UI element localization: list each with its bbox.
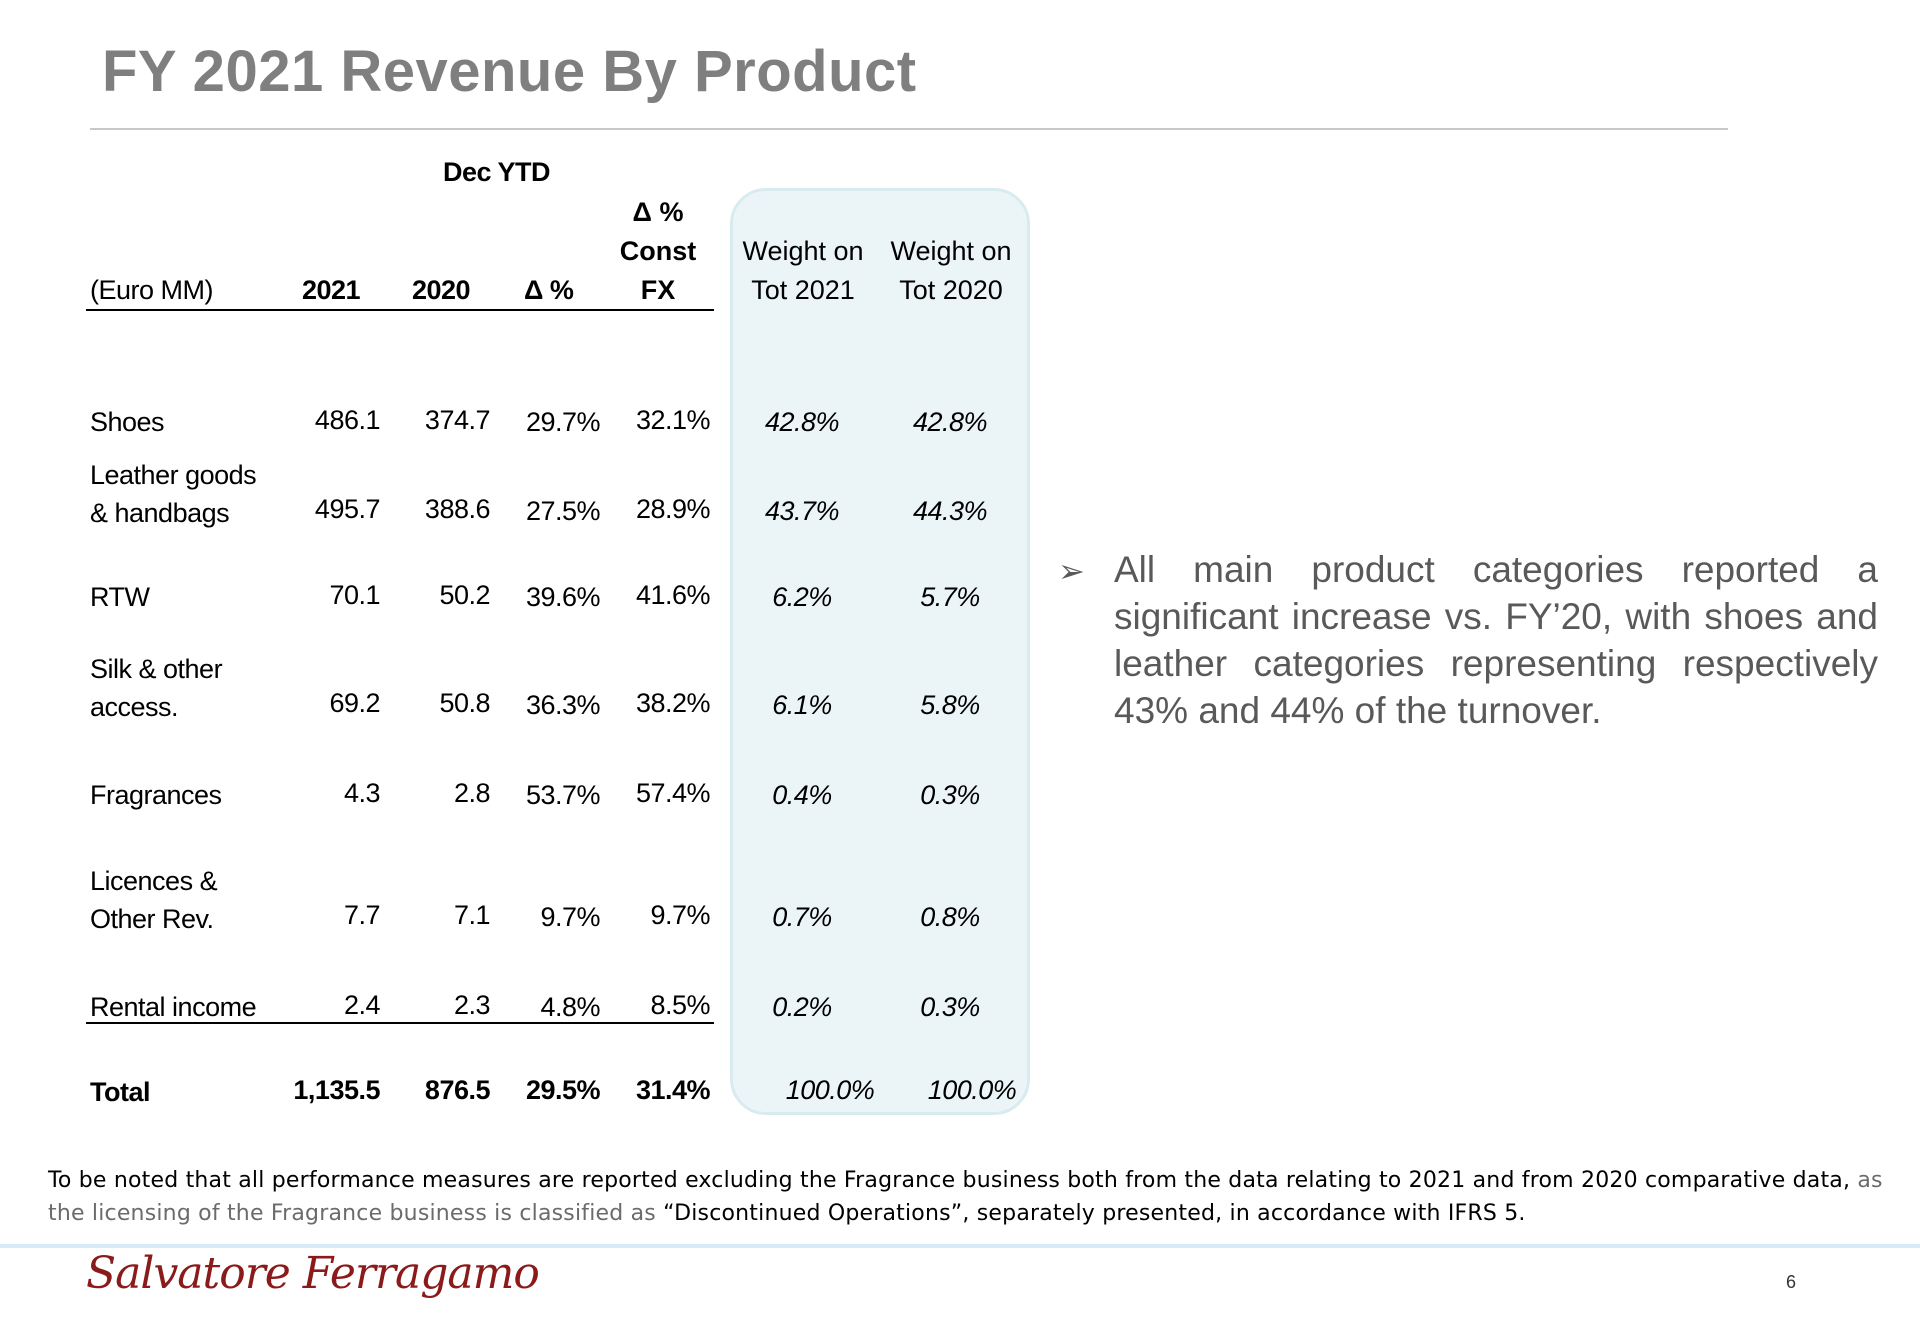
- total-label: Total: [90, 1077, 151, 1107]
- row-delta: 36.3%: [525, 690, 601, 720]
- bullet-arrow-icon: ➢: [1058, 553, 1085, 589]
- total-rule: [86, 1022, 714, 1024]
- header-2021: 2021: [302, 275, 361, 305]
- row-label: Silk & other: [90, 654, 223, 684]
- commentary-bullet: All main product categories reported a s…: [1062, 546, 1878, 734]
- row-weight-2021: 0.7%: [772, 902, 832, 932]
- total-delta: 29.5%: [525, 1075, 601, 1105]
- row-delta: 53.7%: [525, 780, 601, 810]
- row-value-2021: 69.2: [329, 688, 380, 718]
- row-delta: 4.8%: [540, 992, 600, 1022]
- row-constfx: 9.7%: [650, 900, 710, 930]
- row-delta: 39.6%: [525, 582, 601, 612]
- commentary-text: All main product categories reported a s…: [1114, 549, 1878, 731]
- row-value-2021: 4.3: [343, 778, 381, 808]
- row-value-2020: 50.2: [439, 580, 490, 610]
- row-value-2021: 486.1: [314, 405, 381, 435]
- header-delta: Δ %: [524, 275, 574, 305]
- row-weight-2020: 44.3%: [912, 496, 988, 526]
- header-rule: [86, 309, 714, 311]
- row-constfx: 32.1%: [635, 405, 711, 435]
- header-constfx-line1: Δ %: [632, 197, 684, 227]
- row-label: Rental income: [90, 992, 257, 1022]
- row-weight-2021: 6.1%: [772, 690, 832, 720]
- title-divider: [90, 128, 1728, 130]
- row-value-2020: 374.7: [424, 405, 491, 435]
- row-constfx: 8.5%: [650, 990, 710, 1020]
- page-number: 6: [1786, 1272, 1797, 1292]
- page-title: FY 2021 Revenue By Product: [102, 39, 917, 104]
- total-2021: 1,135.5: [293, 1075, 380, 1105]
- row-weight-2020: 0.8%: [920, 902, 980, 932]
- row-label: Leather goods: [90, 460, 257, 490]
- row-delta: 29.7%: [525, 407, 601, 437]
- row-delta: 27.5%: [525, 496, 601, 526]
- header-constfx-line2: Const: [619, 236, 697, 266]
- row-weight-2020: 0.3%: [920, 992, 980, 1022]
- total-weight-2020: 100.0%: [927, 1075, 1017, 1105]
- total-2020: 876.5: [424, 1075, 491, 1105]
- footnote-part3: “Discontinued Operations”, separately pr…: [655, 1201, 1526, 1226]
- header-constfx: Δ % Const FX: [612, 193, 704, 310]
- row-weight-2020: 5.8%: [920, 690, 980, 720]
- row-value-2020: 2.3: [453, 990, 491, 1020]
- unit-label: (Euro MM): [90, 275, 214, 305]
- row-constfx: 57.4%: [635, 778, 711, 808]
- header-weight-2020-line2: Tot 2020: [899, 275, 1003, 305]
- total-constfx: 31.4%: [635, 1075, 711, 1105]
- row-weight-2020: 0.3%: [920, 780, 980, 810]
- header-weight-2021-line1: Weight on: [742, 236, 864, 266]
- header-constfx-line3: FX: [640, 275, 676, 305]
- row-value-2020: 2.8: [453, 778, 491, 808]
- row-label-line2: access.: [90, 692, 179, 722]
- total-weight-2021: 100.0%: [785, 1075, 875, 1105]
- footnote-part1: To be noted that all performance measure…: [48, 1168, 1851, 1193]
- row-constfx: 38.2%: [635, 688, 711, 718]
- row-weight-2021: 0.4%: [772, 780, 832, 810]
- header-2020: 2020: [412, 275, 471, 305]
- row-constfx: 28.9%: [635, 494, 711, 524]
- group-header: Dec YTD: [443, 157, 551, 187]
- weight-columns-highlight: [730, 188, 1030, 1115]
- row-value-2021: 495.7: [314, 494, 381, 524]
- row-label: Shoes: [90, 407, 165, 437]
- row-value-2021: 2.4: [343, 990, 381, 1020]
- row-label-line2: Other Rev.: [90, 904, 214, 934]
- row-value-2021: 7.7: [343, 900, 381, 930]
- row-label: Licences &: [90, 866, 218, 896]
- row-weight-2020: 42.8%: [912, 407, 988, 437]
- row-weight-2021: 42.8%: [764, 407, 840, 437]
- row-value-2020: 388.6: [424, 494, 491, 524]
- brand-logo: Salvatore Ferragamo: [86, 1248, 540, 1299]
- footnote-part2: as the licensing of the Fragrance busine…: [48, 1168, 1883, 1226]
- row-weight-2020: 5.7%: [920, 582, 980, 612]
- row-weight-2021: 6.2%: [772, 582, 832, 612]
- footer-divider: [0, 1244, 1920, 1248]
- row-value-2020: 50.8: [439, 688, 490, 718]
- row-label: Fragrances: [90, 780, 222, 810]
- row-value-2021: 70.1: [329, 580, 380, 610]
- header-weight-2020-line1: Weight on: [890, 236, 1012, 266]
- footnote: To be noted that all performance measure…: [48, 1164, 1888, 1230]
- row-label: RTW: [90, 582, 150, 612]
- header-weight-2021-line2: Tot 2021: [751, 275, 855, 305]
- row-weight-2021: 43.7%: [764, 496, 840, 526]
- row-delta: 9.7%: [540, 902, 600, 932]
- row-constfx: 41.6%: [635, 580, 711, 610]
- row-label-line2: & handbags: [90, 498, 230, 528]
- header-weight-2021: Weight on Tot 2021: [740, 232, 866, 310]
- row-weight-2021: 0.2%: [772, 992, 832, 1022]
- header-weight-2020: Weight on Tot 2020: [888, 232, 1014, 310]
- row-value-2020: 7.1: [453, 900, 491, 930]
